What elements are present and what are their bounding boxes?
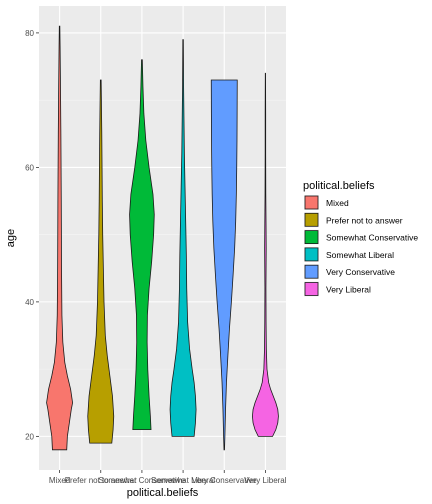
y-tick-label: 60 xyxy=(25,163,34,172)
legend-title: political.beliefs xyxy=(303,180,375,192)
legend-key xyxy=(304,264,319,279)
legend-key xyxy=(304,212,319,227)
x-tick-label: Prefer not to answer xyxy=(65,476,137,485)
plot-panel xyxy=(39,6,286,470)
legend-label: Prefer not to answer xyxy=(326,215,403,225)
violin-very-conservative xyxy=(210,79,238,451)
x-tick-label: Very Liberal xyxy=(244,476,286,485)
legend: political.beliefs Mixed Prefer not to ans… xyxy=(303,180,418,297)
violin-prefer-not-to-answer xyxy=(87,79,115,444)
violin-somewhat-liberal xyxy=(169,39,197,437)
legend-label: Somewhat Liberal xyxy=(326,250,394,260)
legend-label: Very Conservative xyxy=(326,267,395,277)
x-tick-label: Somewhat Liberal xyxy=(151,476,215,485)
x-axis-title: political.beliefs xyxy=(127,487,199,499)
y-tick-label: 40 xyxy=(25,298,34,307)
y-tick-label: 20 xyxy=(25,432,34,441)
legend-label: Mixed xyxy=(326,198,349,208)
x-tick-label: Very Conservative xyxy=(192,476,257,485)
y-axis: 20 40 60 80 xyxy=(25,29,39,441)
y-tick-label: 80 xyxy=(25,29,34,38)
x-tick-label: Somewhat Conservative xyxy=(99,476,186,485)
violin-somewhat-conservative xyxy=(129,59,155,431)
violins xyxy=(46,25,279,451)
violin-very-liberal xyxy=(252,72,279,437)
x-tick-label: Mixed xyxy=(49,476,70,485)
legend-key xyxy=(304,282,319,296)
legend-label: Somewhat Conservative xyxy=(326,233,418,243)
y-axis-title: age xyxy=(5,229,17,247)
legend-key xyxy=(304,230,319,245)
legend-key xyxy=(304,247,319,262)
legend-label: Very Liberal xyxy=(326,285,371,295)
legend-key xyxy=(304,195,319,210)
violin-mixed xyxy=(46,25,73,451)
